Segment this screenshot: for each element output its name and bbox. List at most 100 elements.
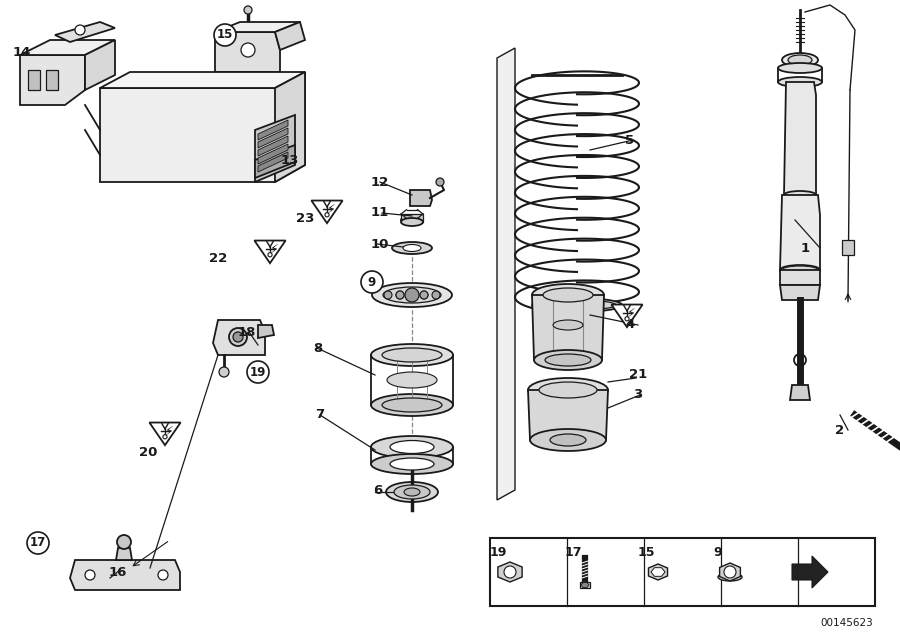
Polygon shape: [497, 48, 515, 500]
Text: ⚡: ⚡: [165, 425, 174, 438]
Polygon shape: [581, 583, 589, 588]
Ellipse shape: [404, 488, 420, 496]
Ellipse shape: [394, 485, 430, 499]
Polygon shape: [85, 40, 115, 90]
Ellipse shape: [371, 344, 453, 366]
Ellipse shape: [545, 354, 591, 366]
Ellipse shape: [534, 350, 602, 370]
Text: 4: 4: [626, 319, 634, 331]
Text: 18: 18: [238, 326, 256, 338]
Ellipse shape: [371, 436, 453, 458]
Text: 9: 9: [714, 546, 723, 558]
Text: 10: 10: [371, 237, 389, 251]
Text: 17: 17: [564, 546, 581, 558]
Ellipse shape: [372, 283, 452, 307]
Circle shape: [158, 570, 168, 580]
Polygon shape: [651, 568, 665, 576]
Polygon shape: [780, 195, 820, 270]
Text: 7: 7: [315, 408, 325, 422]
Ellipse shape: [539, 382, 597, 398]
Polygon shape: [215, 22, 300, 32]
Polygon shape: [275, 72, 305, 182]
Ellipse shape: [780, 265, 820, 275]
Polygon shape: [55, 22, 115, 42]
Circle shape: [794, 354, 806, 366]
Polygon shape: [70, 560, 180, 590]
Polygon shape: [28, 70, 40, 90]
Text: 9: 9: [368, 275, 376, 289]
Text: 22: 22: [209, 251, 227, 265]
Polygon shape: [498, 562, 522, 582]
Ellipse shape: [390, 441, 434, 453]
Polygon shape: [258, 128, 288, 148]
Text: 3: 3: [634, 389, 643, 401]
Circle shape: [432, 291, 440, 299]
Ellipse shape: [553, 320, 583, 330]
Polygon shape: [780, 270, 820, 285]
Ellipse shape: [788, 55, 812, 65]
FancyBboxPatch shape: [490, 538, 875, 606]
Circle shape: [405, 288, 419, 302]
Ellipse shape: [538, 300, 616, 310]
Circle shape: [724, 566, 736, 578]
Ellipse shape: [528, 378, 608, 402]
Polygon shape: [258, 325, 274, 338]
Ellipse shape: [390, 458, 434, 470]
Ellipse shape: [401, 218, 423, 226]
Text: ⚡: ⚡: [269, 242, 278, 256]
Polygon shape: [258, 152, 288, 172]
Ellipse shape: [550, 434, 586, 446]
Ellipse shape: [382, 348, 442, 362]
Text: 11: 11: [371, 207, 389, 219]
Polygon shape: [255, 240, 285, 263]
Polygon shape: [580, 582, 590, 588]
Polygon shape: [46, 70, 58, 90]
Polygon shape: [528, 390, 608, 440]
Circle shape: [420, 291, 428, 299]
Circle shape: [361, 271, 383, 293]
Polygon shape: [410, 190, 432, 206]
Polygon shape: [275, 22, 305, 50]
Polygon shape: [532, 295, 604, 360]
Ellipse shape: [782, 53, 818, 67]
Circle shape: [268, 252, 272, 257]
Circle shape: [504, 566, 516, 578]
Text: 17: 17: [30, 537, 46, 550]
Polygon shape: [213, 320, 265, 355]
Text: 14: 14: [13, 46, 32, 59]
Polygon shape: [720, 563, 741, 581]
Circle shape: [75, 25, 85, 35]
Circle shape: [214, 24, 236, 46]
Polygon shape: [100, 72, 305, 182]
Ellipse shape: [382, 398, 442, 412]
Text: 15: 15: [217, 29, 233, 41]
Text: 15: 15: [637, 546, 655, 558]
Ellipse shape: [543, 288, 593, 302]
Text: 16: 16: [109, 565, 127, 579]
Circle shape: [436, 178, 444, 186]
Polygon shape: [792, 556, 828, 588]
Circle shape: [247, 361, 269, 383]
Polygon shape: [401, 214, 423, 222]
Circle shape: [241, 43, 255, 57]
Polygon shape: [100, 72, 305, 88]
Ellipse shape: [782, 266, 818, 274]
Circle shape: [396, 291, 404, 299]
Ellipse shape: [383, 287, 441, 303]
Ellipse shape: [387, 372, 437, 388]
Text: 21: 21: [629, 368, 647, 382]
Polygon shape: [780, 285, 820, 300]
Polygon shape: [149, 422, 181, 445]
Polygon shape: [649, 564, 668, 580]
Text: 8: 8: [313, 342, 322, 354]
Ellipse shape: [718, 573, 742, 581]
Polygon shape: [215, 32, 280, 72]
Circle shape: [396, 291, 404, 299]
Text: 1: 1: [800, 242, 810, 254]
Ellipse shape: [403, 244, 421, 251]
Circle shape: [625, 317, 629, 321]
Ellipse shape: [784, 191, 816, 199]
Circle shape: [229, 328, 247, 346]
Ellipse shape: [778, 63, 822, 73]
Polygon shape: [790, 385, 810, 400]
